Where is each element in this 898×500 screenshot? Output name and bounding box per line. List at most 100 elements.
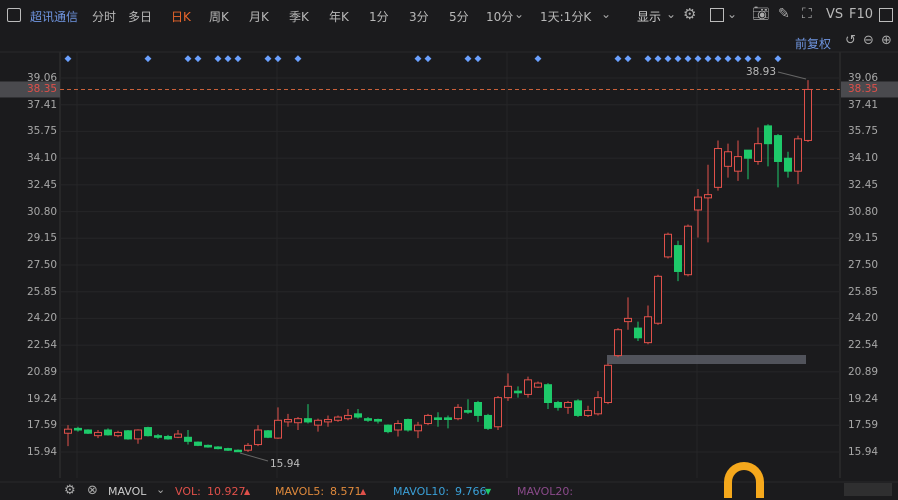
candle-body bbox=[804, 88, 812, 141]
period-tab-1min[interactable]: 1分 bbox=[369, 10, 389, 24]
right-current-price-badge bbox=[841, 81, 898, 98]
display-menu[interactable]: 显示 bbox=[637, 10, 662, 24]
candle-body bbox=[694, 196, 702, 211]
left-price-tick: 30.80 bbox=[27, 205, 58, 218]
zoom-out-icon[interactable]: ⊖ bbox=[863, 33, 874, 48]
candle-body bbox=[444, 417, 452, 420]
stock-name[interactable]: 超讯通信 bbox=[30, 10, 79, 24]
pencil-icon[interactable]: ✎ bbox=[778, 6, 790, 22]
candle-body bbox=[744, 149, 752, 159]
candle-body bbox=[174, 433, 182, 438]
candle-body bbox=[494, 397, 502, 428]
period-tab-quarterly[interactable]: 季K bbox=[289, 10, 309, 24]
chevron-down-icon[interactable]: ⌄ bbox=[727, 7, 738, 21]
event-marker-icon: ◆ bbox=[225, 54, 232, 64]
range-select[interactable]: 1天:1分K bbox=[540, 10, 592, 24]
indicator-select[interactable]: MAVOL bbox=[108, 485, 147, 498]
zoom-in-icon[interactable]: ⊕ bbox=[881, 33, 892, 48]
candle-body bbox=[354, 413, 362, 418]
right-price-tick: 25.85 bbox=[848, 285, 879, 298]
right-price-tick: 39.06 bbox=[848, 72, 879, 84]
settings-icon[interactable]: ⚙ bbox=[64, 483, 76, 498]
candle-body bbox=[714, 148, 722, 188]
chevron-down-icon[interactable]: ⌄ bbox=[601, 7, 612, 21]
event-marker-icon: ◆ bbox=[235, 54, 242, 64]
highlight-band bbox=[607, 355, 806, 364]
square-icon[interactable] bbox=[710, 8, 724, 22]
candle-body bbox=[124, 430, 132, 440]
up-arrow-icon: ▲ bbox=[360, 487, 367, 496]
candle-body bbox=[204, 444, 212, 448]
candle-body bbox=[734, 156, 742, 172]
volume-indicator-bar: ⚙ ⊗ MAVOL ⌄ VOL: 10.927 ▲ MAVOL5: 8.571 … bbox=[0, 483, 898, 500]
right-price-tick: 35.75 bbox=[848, 125, 879, 138]
event-marker-icon: ◆ bbox=[725, 54, 732, 64]
undo-icon[interactable]: ↺ bbox=[845, 33, 856, 48]
event-marker-icon: ◆ bbox=[195, 54, 202, 64]
period-tab-yearly[interactable]: 年K bbox=[329, 10, 349, 24]
candle-body bbox=[84, 429, 92, 434]
period-tab-weekly[interactable]: 周K bbox=[209, 10, 229, 24]
candle-body bbox=[314, 419, 322, 426]
period-tab-3min[interactable]: 3分 bbox=[409, 10, 429, 24]
candle-body bbox=[764, 125, 772, 145]
candle-body bbox=[394, 423, 402, 431]
candle-body bbox=[434, 417, 442, 420]
candle-body bbox=[74, 427, 82, 431]
top-toolbar: 超讯通信 分时 多日 日K 周K 月K 季K 年K 1分 3分 5分 10分 ⌄… bbox=[0, 0, 898, 32]
event-marker-icon: ◆ bbox=[645, 54, 652, 64]
period-tab-daily[interactable]: 日K bbox=[171, 10, 191, 24]
left-price-tick: 20.89 bbox=[27, 365, 58, 378]
left-price-tick: 19.24 bbox=[27, 392, 58, 405]
mavol5-value: 8.571 bbox=[330, 485, 362, 498]
fullscreen-icon[interactable]: ⛶ bbox=[802, 6, 812, 22]
candle-body bbox=[264, 430, 272, 438]
candle-body bbox=[514, 390, 522, 394]
candle-body bbox=[544, 384, 552, 403]
watermark-logo bbox=[724, 462, 764, 498]
period-tab-monthly[interactable]: 月K bbox=[249, 10, 269, 24]
camera-icon[interactable]: 📷︎ bbox=[752, 6, 770, 22]
candle-body bbox=[224, 448, 232, 451]
candle-body bbox=[584, 410, 592, 416]
left-price-tick: 39.06 bbox=[27, 72, 58, 84]
event-marker-icon: ◆ bbox=[535, 54, 542, 64]
chevron-down-icon[interactable]: ⌄ bbox=[666, 7, 677, 21]
candle-body bbox=[524, 379, 532, 395]
high-leader-line bbox=[777, 71, 807, 80]
candle-body bbox=[644, 316, 652, 344]
period-tab-5min[interactable]: 5分 bbox=[449, 10, 469, 24]
event-marker-icon: ◆ bbox=[755, 54, 762, 64]
adjust-button[interactable]: 前复权 bbox=[795, 37, 832, 51]
vs-button[interactable]: VS bbox=[826, 7, 844, 22]
chevron-down-icon[interactable]: ⌄ bbox=[514, 7, 525, 21]
event-marker-icon: ◆ bbox=[715, 54, 722, 64]
period-tab-intraday[interactable]: 分时 bbox=[92, 10, 117, 24]
close-icon[interactable]: ⊗ bbox=[87, 483, 98, 498]
event-marker-icon: ◆ bbox=[625, 54, 632, 64]
chevron-down-icon[interactable]: ⌄ bbox=[156, 483, 166, 496]
candle-body bbox=[574, 400, 582, 416]
left-price-tick: 24.20 bbox=[27, 312, 58, 325]
vol-label: VOL: bbox=[175, 485, 201, 498]
gear-icon[interactable]: ⚙ bbox=[683, 5, 697, 23]
candle-body bbox=[64, 428, 72, 434]
layout-icon[interactable] bbox=[7, 8, 21, 22]
event-marker-icon: ◆ bbox=[275, 54, 282, 64]
candle-body bbox=[274, 419, 282, 439]
period-tab-10min[interactable]: 10分 bbox=[486, 10, 514, 24]
event-marker-icon: ◆ bbox=[185, 54, 192, 64]
left-price-tick: 35.75 bbox=[27, 125, 58, 138]
candle-body bbox=[254, 429, 262, 446]
up-arrow-icon: ▲ bbox=[244, 487, 251, 496]
candle-body bbox=[374, 418, 382, 422]
candle-body bbox=[214, 446, 222, 450]
panel-icon[interactable] bbox=[879, 8, 893, 22]
f10-button[interactable]: F10 bbox=[849, 7, 874, 22]
period-tab-multiday[interactable]: 多日 bbox=[128, 10, 153, 24]
left-price-tick: 32.45 bbox=[27, 178, 58, 191]
right-price-tick: 17.59 bbox=[848, 419, 879, 432]
candle-body bbox=[364, 418, 372, 421]
left-price-tick: 27.50 bbox=[27, 259, 58, 271]
